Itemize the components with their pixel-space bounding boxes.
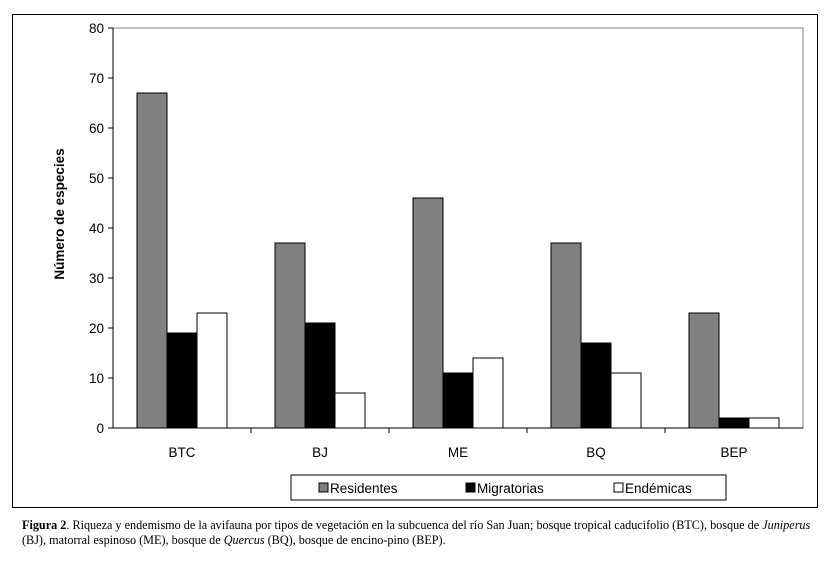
legend-swatch-residentes (318, 482, 329, 493)
bar-migratorias-btc (166, 332, 198, 429)
y-tick-label: 30 (89, 271, 104, 286)
y-axis-label: Número de especies (52, 148, 67, 279)
bar-residentes-bq (550, 242, 582, 429)
y-tick-label: 10 (89, 371, 104, 386)
y-tick-label: 60 (89, 121, 104, 136)
caption-text-2: (BJ), matorral espinoso (ME), bosque de (22, 533, 224, 547)
bar-endémicas-btc (196, 312, 228, 429)
legend-swatch-endémicas (613, 482, 624, 493)
y-tick-label: 70 (89, 71, 104, 86)
y-tick-label: 20 (89, 321, 104, 336)
y-axis-ticks: 0 10 20 30 40 50 60 70 80 (89, 21, 113, 436)
legend-box (290, 474, 727, 501)
bar-endémicas-bep (748, 417, 780, 429)
bar-migratorias-bj (304, 322, 336, 429)
legend-label: Migratorias (477, 481, 544, 496)
y-tick-label: 80 (89, 21, 104, 36)
x-tick-label: BJ (312, 445, 328, 460)
legend-swatch-migratorias (465, 482, 476, 493)
x-tick-label: ME (448, 445, 468, 460)
bar-migratorias-bep (718, 417, 750, 429)
figure-caption: Figura 2. Riqueza y endemismo de la avif… (22, 518, 822, 548)
legend-items: Residentes Migratorias Endémicas (318, 481, 692, 496)
bar-residentes-bj (274, 242, 306, 429)
y-tick-label: 50 (89, 171, 104, 186)
caption-italic-1: Juniperus (762, 518, 811, 532)
bar-endémicas-bj (334, 392, 366, 429)
bar-residentes-btc (136, 92, 168, 429)
x-tick-label: BEP (720, 445, 747, 460)
bar-endémicas-bq (610, 372, 642, 429)
caption-text-3: (BQ), bosque de encino-pino (BEP). (264, 533, 446, 547)
x-axis-labels: BTC BJ ME BQ BEP (169, 428, 748, 460)
bar-residentes-bep (688, 312, 720, 429)
bar-chart: 0 10 20 30 40 50 60 70 80 BTC BJ ME BQ BEP Número de… (52, 21, 804, 501)
y-tick-label: 40 (89, 221, 104, 236)
legend-label: Residentes (330, 481, 398, 496)
caption-label: Figura 2 (22, 518, 67, 532)
x-tick-label: BTC (169, 445, 196, 460)
bar-endémicas-me (472, 357, 504, 429)
caption-text-1: . Riqueza y endemismo de la avifauna por… (66, 518, 763, 532)
x-tick-label: BQ (586, 445, 606, 460)
bar-residentes-me (412, 197, 444, 429)
bar-migratorias-me (442, 372, 474, 429)
y-tick-label: 0 (96, 421, 104, 436)
legend-label: Endémicas (625, 481, 692, 496)
bar-migratorias-bq (580, 342, 612, 429)
plot-area (112, 27, 804, 429)
legend: Residentes Migratorias Endémicas (290, 474, 727, 501)
caption-italic-2: Quercus (223, 533, 265, 547)
bars (136, 92, 780, 429)
